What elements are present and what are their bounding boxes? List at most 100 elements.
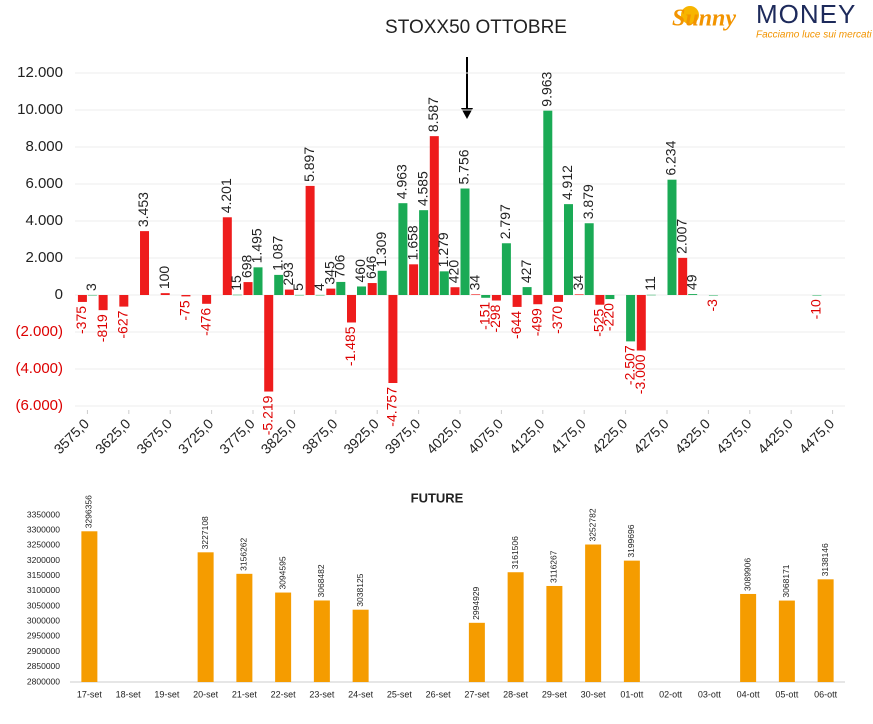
x-tick-label: 23-set bbox=[309, 689, 335, 699]
bar bbox=[533, 295, 543, 305]
x-tick-label: 3875,0 bbox=[299, 415, 341, 457]
logo-brand: MONEY bbox=[756, 0, 856, 29]
x-tick-label: 4075,0 bbox=[465, 415, 507, 457]
bar bbox=[553, 295, 563, 302]
x-tick-label: 02-ott bbox=[659, 689, 683, 699]
value-label: 3156262 bbox=[239, 537, 249, 570]
value-label: -644 bbox=[508, 311, 524, 339]
value-label: -375 bbox=[73, 306, 89, 334]
value-label: 34 bbox=[466, 275, 482, 291]
x-tick-label: 28-set bbox=[503, 689, 529, 699]
value-label: 3089906 bbox=[742, 558, 752, 591]
value-label: 3227108 bbox=[200, 516, 210, 549]
x-tick-label: 20-set bbox=[193, 689, 219, 699]
y-tick-label: 2900000 bbox=[27, 646, 60, 656]
y-tick-label: 3150000 bbox=[27, 570, 60, 580]
bar bbox=[678, 257, 688, 295]
x-tick-label: 04-ott bbox=[737, 689, 761, 699]
y-tick-label: (4.000) bbox=[15, 360, 63, 377]
y-tick-label: 3300000 bbox=[27, 524, 60, 534]
value-label: 49 bbox=[683, 274, 699, 290]
value-label: 1.279 bbox=[435, 232, 451, 267]
bar bbox=[98, 295, 108, 311]
bar bbox=[347, 295, 357, 323]
bar bbox=[688, 294, 698, 295]
value-label: 11 bbox=[642, 276, 658, 291]
bar bbox=[419, 210, 429, 295]
value-label: 3138146 bbox=[820, 543, 830, 576]
value-label: 4.201 bbox=[218, 178, 234, 213]
value-label: 698 bbox=[239, 255, 255, 279]
y-tick-label: 8.000 bbox=[25, 138, 63, 155]
value-label: 460 bbox=[352, 259, 368, 283]
bar bbox=[222, 217, 232, 295]
value-label: 5.897 bbox=[301, 147, 317, 182]
value-label: 2.007 bbox=[673, 219, 689, 254]
value-label: 4.963 bbox=[394, 164, 410, 199]
x-tick-label: 3725,0 bbox=[175, 415, 217, 457]
bar bbox=[501, 243, 511, 295]
bar bbox=[377, 270, 387, 295]
bar bbox=[667, 179, 677, 295]
bar bbox=[87, 294, 97, 296]
logo-brand: Sunny bbox=[672, 6, 736, 32]
bar bbox=[326, 288, 336, 295]
x-tick-label: 21-set bbox=[232, 689, 258, 699]
bar bbox=[439, 271, 449, 295]
bar bbox=[585, 544, 602, 682]
bar bbox=[398, 203, 408, 295]
bar bbox=[584, 223, 594, 295]
bar bbox=[140, 231, 150, 295]
x-tick-label: 4225,0 bbox=[589, 415, 631, 457]
value-label: 1.309 bbox=[373, 232, 389, 267]
y-tick-label: 12.000 bbox=[17, 64, 63, 81]
bar bbox=[646, 294, 656, 296]
value-label: 5 bbox=[290, 283, 306, 291]
bar bbox=[409, 264, 419, 295]
value-label: 293 bbox=[280, 262, 296, 286]
x-tick-label: 25-set bbox=[387, 689, 413, 699]
bar bbox=[778, 600, 795, 682]
y-tick-label: 3050000 bbox=[27, 600, 60, 610]
bar bbox=[357, 286, 367, 295]
y-tick-label: 4.000 bbox=[25, 212, 63, 229]
chart-title: FUTURE bbox=[411, 490, 464, 505]
value-label: 2994929 bbox=[471, 586, 481, 619]
bar bbox=[284, 289, 294, 295]
bar bbox=[313, 600, 330, 682]
value-label: 3094595 bbox=[277, 556, 287, 589]
bar bbox=[294, 294, 304, 296]
bar bbox=[429, 136, 439, 295]
x-tick-label: 3625,0 bbox=[92, 415, 134, 457]
value-label: -3 bbox=[704, 299, 720, 312]
bar bbox=[543, 110, 553, 295]
value-label: 3116267 bbox=[549, 550, 559, 583]
bar bbox=[468, 622, 485, 682]
y-tick-label: 3350000 bbox=[27, 509, 60, 519]
value-label: -819 bbox=[94, 314, 110, 342]
bar bbox=[817, 579, 834, 682]
x-tick-label: 17-set bbox=[77, 689, 103, 699]
value-label: 8.587 bbox=[425, 97, 441, 132]
y-tick-label: 2850000 bbox=[27, 661, 60, 671]
bar bbox=[119, 295, 129, 307]
x-tick-label: 01-ott bbox=[620, 689, 644, 699]
x-tick-label: 4025,0 bbox=[423, 415, 465, 457]
bar bbox=[232, 294, 242, 296]
bar bbox=[160, 293, 170, 295]
x-tick-label: 26-set bbox=[426, 689, 452, 699]
x-tick-label: 3675,0 bbox=[133, 415, 175, 457]
logo-sun bbox=[681, 6, 699, 24]
value-label: 345 bbox=[322, 261, 338, 285]
value-label: 2.797 bbox=[497, 204, 513, 239]
value-label: 1.658 bbox=[404, 225, 420, 260]
bar bbox=[491, 295, 501, 301]
x-tick-label: 05-ott bbox=[775, 689, 799, 699]
bar bbox=[471, 294, 481, 295]
x-tick-label: 30-set bbox=[581, 689, 607, 699]
logo: Sunny MONEY Facciamo luce sui mercati bbox=[672, 0, 872, 41]
x-tick-label: 4325,0 bbox=[672, 415, 714, 457]
bar bbox=[812, 295, 822, 296]
x-tick-label: 03-ott bbox=[698, 689, 722, 699]
